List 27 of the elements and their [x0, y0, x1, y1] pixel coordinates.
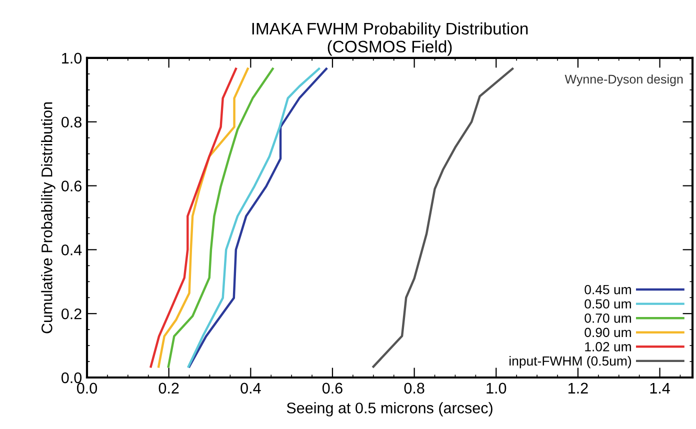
legend-label: 0.45 um	[584, 284, 631, 294]
legend-label: input-FWHM (0.5um)	[510, 356, 632, 368]
legend-label: 0.50 um	[584, 299, 631, 309]
x-axis-title: Seeing at 0.5 microns (arcsec)	[286, 402, 492, 416]
x-tick-label: 1.2	[568, 382, 588, 394]
y-tick-label: 0.4	[62, 244, 82, 256]
line-series	[150, 68, 238, 368]
y-tick-label: 0.8	[62, 116, 82, 128]
line-series	[167, 68, 274, 368]
x-tick-label: 0.8	[404, 382, 424, 394]
legend-label: 0.70 um	[584, 313, 631, 323]
x-tick-label: 0.2	[158, 382, 179, 394]
x-tick-label: 0.4	[240, 382, 261, 394]
legend-label: 1.02 um	[585, 342, 631, 352]
y-tick-label: 0.2	[62, 308, 82, 320]
line-series	[157, 68, 249, 368]
y-tick-label: 0.0	[62, 372, 82, 384]
y-tick-label: 1.0	[62, 52, 82, 64]
x-tick-label: 1.4	[650, 382, 670, 394]
legend-label: 0.90 um	[584, 328, 631, 338]
y-axis-title: Cumulative Probability Distribution	[41, 102, 56, 334]
annotation: Wynne-Dyson design	[564, 74, 683, 86]
x-tick-label: 0.6	[322, 382, 342, 394]
x-tick-label: 1.0	[486, 382, 506, 394]
chart-title: IMAKA FWHM Probability Distribution (COSMOS Field)	[252, 22, 528, 56]
y-tick-label: 0.6	[62, 180, 82, 192]
x-tick-label: 0.0	[76, 382, 98, 394]
